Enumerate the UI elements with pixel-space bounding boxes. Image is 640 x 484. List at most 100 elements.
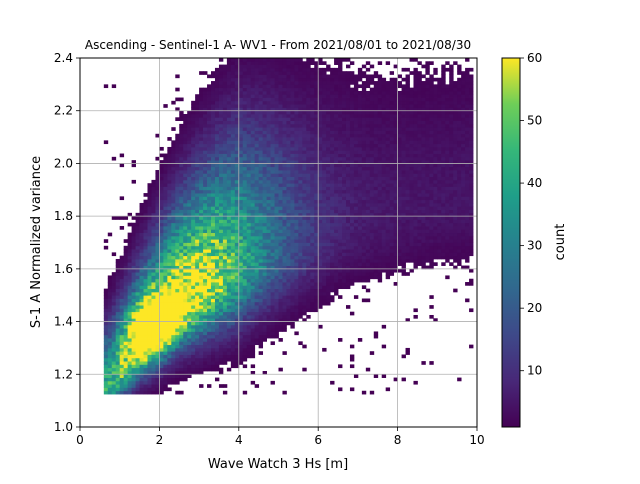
heatmap-cell — [226, 288, 232, 293]
heatmap-cell — [238, 282, 244, 286]
heatmap-cell — [278, 245, 283, 250]
heatmap-cell — [258, 104, 264, 108]
heatmap-cell — [207, 361, 212, 365]
heatmap-cell — [147, 351, 152, 355]
heatmap-cell — [349, 160, 355, 164]
heatmap-cell — [238, 107, 244, 112]
heatmap-cell — [274, 324, 279, 329]
heatmap-cell — [357, 212, 363, 217]
heatmap-cell — [191, 196, 196, 201]
heatmap-cell — [342, 114, 347, 118]
heatmap-cell — [238, 305, 244, 309]
heatmap-cell — [242, 100, 248, 105]
heatmap-cell — [175, 331, 180, 336]
heatmap-cell — [238, 133, 244, 138]
heatmap-cell — [163, 341, 168, 346]
heatmap-cell — [334, 275, 339, 280]
heatmap-cell — [175, 87, 180, 92]
heatmap-cell — [123, 390, 129, 395]
heatmap-cell — [246, 347, 252, 352]
heatmap-cell — [214, 107, 220, 112]
heatmap-cell — [298, 285, 303, 290]
heatmap-cell — [314, 179, 319, 184]
heatmap-cell — [159, 347, 164, 352]
heatmap-cell — [318, 114, 323, 118]
heatmap-cell — [326, 123, 331, 128]
heatmap-cell — [191, 130, 196, 135]
heatmap-cell — [222, 107, 228, 112]
heatmap-cell — [226, 67, 232, 72]
heatmap-cell — [357, 186, 363, 191]
heatmap-cell — [107, 298, 113, 303]
heatmap-cell — [187, 226, 192, 230]
heatmap-cell — [131, 232, 136, 237]
heatmap-cell — [262, 235, 267, 240]
heatmap-cell — [310, 199, 315, 204]
heatmap-cell — [250, 153, 256, 158]
heatmap-cell — [230, 107, 236, 112]
heatmap-cell — [286, 202, 291, 207]
heatmap-cell — [326, 153, 331, 158]
heatmap-cell — [203, 226, 208, 230]
heatmap-cell — [258, 268, 264, 273]
heatmap-cell — [334, 239, 339, 243]
heatmap-cell — [349, 235, 355, 240]
heatmap-cell — [207, 328, 212, 332]
heatmap-cell — [349, 311, 355, 316]
heatmap-cell — [338, 140, 343, 145]
heatmap-cell — [191, 354, 196, 359]
heatmap-cell — [342, 100, 347, 105]
heatmap-cell — [318, 275, 323, 280]
heatmap-cell — [294, 268, 299, 273]
heatmap-cell — [155, 245, 160, 250]
heatmap-cell — [238, 321, 244, 326]
heatmap-cell — [234, 338, 240, 342]
heatmap-cell — [111, 361, 117, 365]
heatmap-cell — [262, 163, 267, 168]
heatmap-cell — [246, 58, 252, 62]
heatmap-cell — [298, 252, 303, 257]
heatmap-cell — [258, 189, 264, 194]
heatmap-cell — [302, 166, 307, 171]
heatmap-cell — [222, 361, 228, 365]
heatmap-cell — [234, 301, 240, 306]
heatmap-cell — [135, 318, 140, 322]
heatmap-cell — [226, 212, 232, 217]
heatmap-cell — [222, 328, 228, 332]
heatmap-cell — [298, 130, 303, 135]
heatmap-cell — [107, 232, 113, 237]
heatmap-cell — [318, 163, 323, 168]
heatmap-cell — [111, 387, 117, 392]
heatmap-cell — [361, 81, 367, 85]
heatmap-cell — [310, 74, 315, 79]
heatmap-cell — [250, 206, 256, 210]
heatmap-cell — [361, 160, 367, 164]
heatmap-cell — [258, 143, 264, 148]
heatmap-cell — [171, 193, 176, 197]
heatmap-cell — [266, 321, 271, 326]
heatmap-cell — [147, 262, 152, 266]
heatmap-cell — [349, 81, 355, 85]
heatmap-cell — [274, 74, 279, 79]
heatmap-cell — [195, 196, 200, 201]
heatmap-cell — [338, 268, 343, 273]
heatmap-cell — [147, 242, 152, 247]
heatmap-cell — [242, 344, 248, 349]
heatmap-cell — [345, 232, 351, 237]
heatmap-cell — [119, 387, 125, 392]
heatmap-cell — [322, 61, 327, 65]
heatmap-cell — [151, 258, 156, 263]
heatmap-cell — [119, 258, 125, 263]
heatmap-cell — [258, 150, 264, 154]
heatmap-cell — [254, 202, 260, 207]
heatmap-cell — [361, 117, 367, 121]
heatmap-cell — [353, 170, 359, 174]
heatmap-cell — [139, 209, 144, 214]
heatmap-cell — [302, 301, 307, 306]
heatmap-cell — [203, 321, 208, 326]
heatmap-cell — [310, 77, 315, 82]
heatmap-cell — [334, 216, 339, 220]
heatmap-cell — [171, 347, 176, 352]
heatmap-cell — [290, 245, 295, 250]
heatmap-cell — [226, 173, 232, 177]
